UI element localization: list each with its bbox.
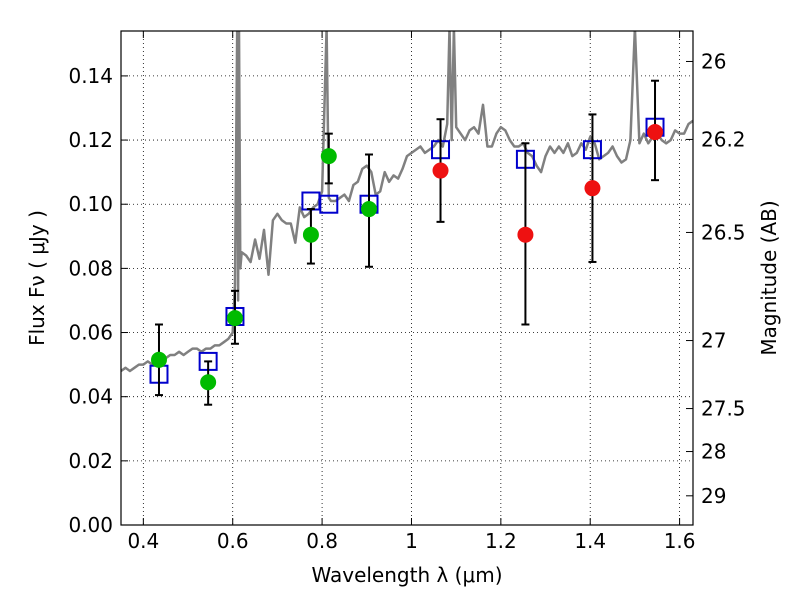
plot-frame — [120, 30, 694, 526]
nir-observed-point — [517, 226, 534, 243]
x-tick-label: 1.4 — [574, 529, 606, 553]
optical-observed-point — [150, 351, 167, 368]
x-axis-label: Wavelength λ (μm) — [311, 563, 502, 587]
y-axis-label: Flux Fν ( μJy ) — [25, 210, 49, 346]
optical-observed-point — [361, 201, 378, 218]
y2-tick-label: 26.5 — [701, 220, 746, 244]
optical-observed-point — [226, 310, 243, 327]
y2-tick-label: 28 — [701, 440, 726, 464]
y2-tick-label: 26 — [701, 49, 726, 73]
y-tick-label: 0.14 — [68, 64, 113, 88]
x-tick-label: 0.4 — [127, 529, 159, 553]
plot-area — [121, 31, 693, 406]
x-tick-label: 1.6 — [664, 529, 696, 553]
optical-observed-point — [200, 374, 217, 391]
y-tick-label: 0.10 — [68, 192, 113, 216]
axis-ticks: 0.4 0.6 0.8 1 1.2 1.4 1.6 0.00 0.02 0.04 0.06 0.08 0… — [68, 31, 746, 553]
y-tick-label: 0.06 — [68, 321, 113, 345]
nir-observed-point — [647, 124, 664, 141]
y-tick-label: 0.00 — [68, 513, 113, 537]
nir-observed-point — [584, 180, 601, 197]
model-spectrum-line — [121, 31, 693, 373]
y2-tick-label: 27 — [701, 329, 726, 353]
y-tick-label: 0.12 — [68, 128, 113, 152]
y2-tick-label: 29 — [701, 484, 726, 508]
model-flux-square — [319, 194, 339, 214]
y2-axis-label: Magnitude (AB) — [757, 200, 781, 355]
y2-tick-label: 26.2 — [701, 127, 746, 151]
y2-tick-label: 27.5 — [701, 397, 746, 421]
optical-observed-point — [320, 148, 337, 165]
y-tick-label: 0.08 — [68, 256, 113, 280]
model-flux-square — [301, 191, 321, 211]
y-tick-label: 0.02 — [68, 449, 113, 473]
x-tick-label: 0.6 — [217, 529, 249, 553]
x-tick-label: 0.8 — [306, 529, 338, 553]
grid-lines — [121, 31, 693, 526]
x-tick-label: 1 — [405, 529, 418, 553]
optical-observed-point — [302, 226, 319, 243]
x-tick-label: 1.2 — [485, 529, 517, 553]
y-tick-label: 0.04 — [68, 385, 113, 409]
nir-observed-point — [432, 162, 449, 179]
